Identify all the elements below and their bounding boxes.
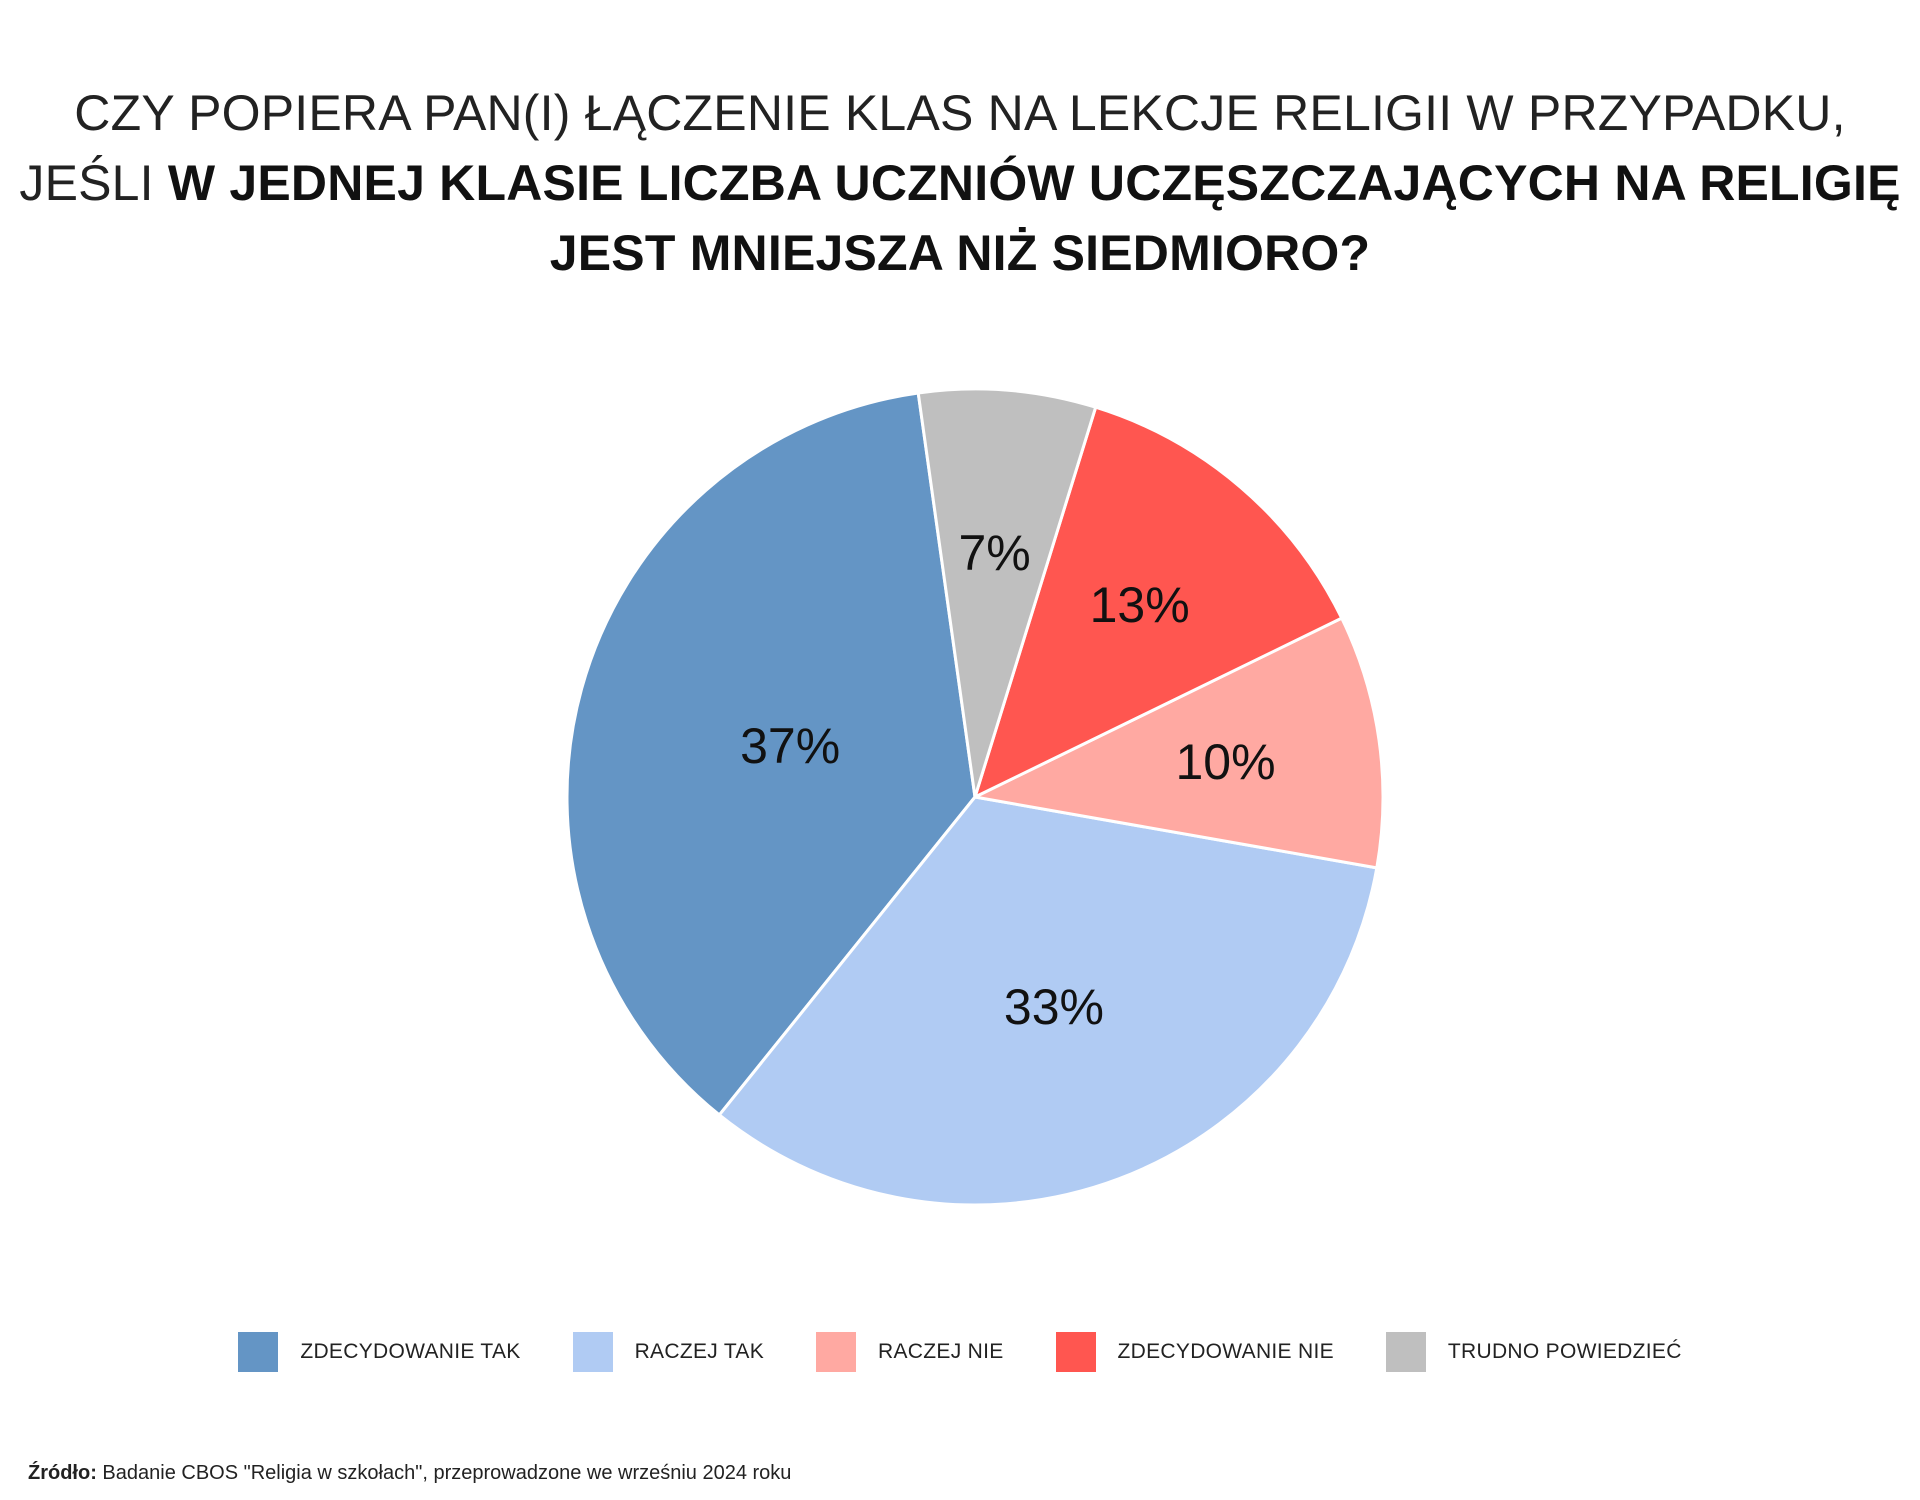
legend-swatch — [572, 1332, 613, 1372]
legend: ZDECYDOWANIE TAK RACZEJ TAK RACZEJ NIE ZDEC… — [0, 1332, 1920, 1372]
title-line-3: JEST MNIEJSZA NIŻ SIEDMIORO? — [0, 218, 1920, 288]
legend-label: RACZEJ TAK — [634, 1340, 765, 1363]
title-line-2-bold: W JEDNEJ KLASIE LICZBA UCZNIÓW UCZĘSZCZA… — [167, 155, 1901, 211]
legend-item-1: ZDECYDOWANIE TAK — [238, 1332, 520, 1372]
pie-slice-2 — [717, 795, 1379, 1207]
pie-slice-1 — [565, 391, 977, 1117]
legend-label: RACZEJ NIE — [878, 1340, 1004, 1363]
legend-swatch — [238, 1332, 279, 1372]
legend-swatch — [1055, 1332, 1096, 1372]
source-label: Źródło: — [28, 1462, 97, 1484]
pie-slice-label-5: 7% — [958, 525, 1030, 581]
pie-slice-label-4: 13% — [1090, 577, 1190, 633]
legend-item-3: RACZEJ NIE — [816, 1332, 1004, 1372]
legend-label: ZDECYDOWANIE TAK — [300, 1340, 521, 1363]
pie-labels: 37% 33% 10% 13% 7% — [740, 525, 1275, 1035]
title-line-1-text: CZY POPIERA PAN(I) ŁĄCZENIE KLAS NA LEKC… — [74, 85, 1846, 141]
title-line-1: CZY POPIERA PAN(I) ŁĄCZENIE KLAS NA LEKC… — [0, 78, 1920, 148]
source-note: Źródło: Badanie CBOS "Religia w szkołach… — [28, 1462, 791, 1485]
pie-slice-label-2: 33% — [1004, 979, 1104, 1035]
chart-title: CZY POPIERA PAN(I) ŁĄCZENIE KLAS NA LEKC… — [0, 78, 1920, 288]
pie-slice-3 — [973, 616, 1385, 870]
title-line-2-prefix: JEŚLI — [19, 155, 168, 211]
legend-swatch — [1385, 1332, 1426, 1372]
legend-item-5: TRUDNO POWIEDZIEĆ — [1385, 1332, 1682, 1372]
pie-chart: 37% 33% 10% 13% 7% — [565, 387, 1385, 1207]
pie-slices — [565, 387, 1385, 1207]
pie-slice-label-3: 10% — [1175, 734, 1275, 790]
legend-item-2: RACZEJ TAK — [572, 1332, 765, 1372]
legend-swatch — [816, 1332, 857, 1372]
legend-label: TRUDNO POWIEDZIEĆ — [1447, 1340, 1682, 1363]
legend-label: ZDECYDOWANIE NIE — [1117, 1340, 1334, 1363]
legend-item-4: ZDECYDOWANIE NIE — [1055, 1332, 1334, 1372]
title-line-2: JEŚLI W JEDNEJ KLASIE LICZBA UCZNIÓW UCZ… — [0, 148, 1920, 218]
title-line-3-bold: JEST MNIEJSZA NIŻ SIEDMIORO? — [549, 225, 1371, 281]
pie-slice-label-1: 37% — [740, 718, 840, 774]
pie-slice-5 — [916, 387, 1098, 799]
source-text: Badanie CBOS "Religia w szkołach", przep… — [96, 1462, 792, 1484]
